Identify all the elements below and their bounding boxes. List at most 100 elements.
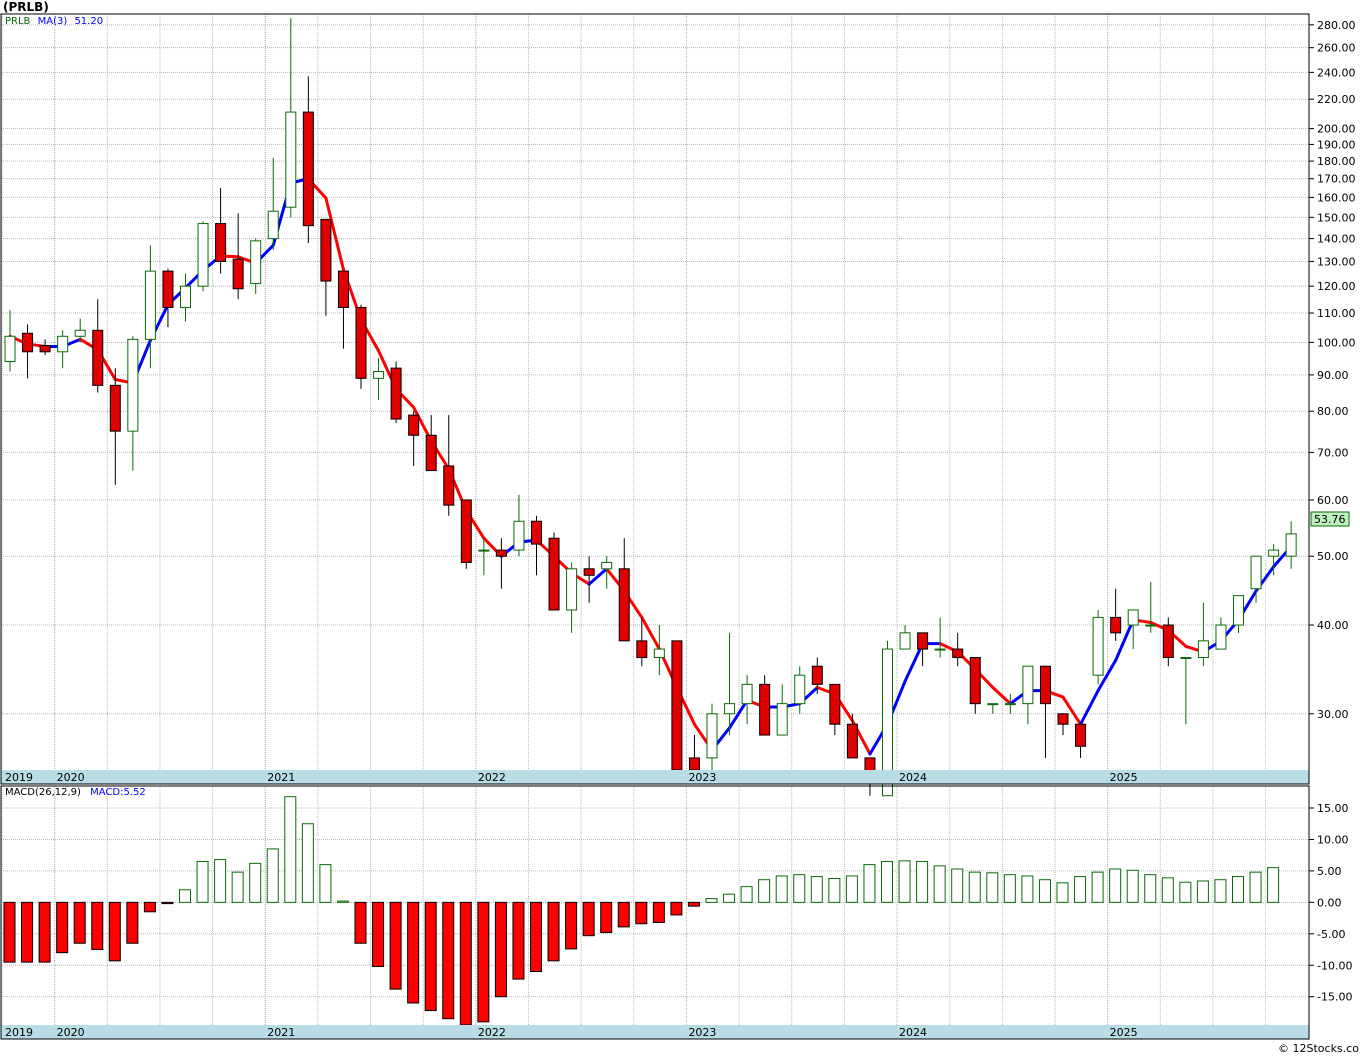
macd-bar	[1179, 881, 1192, 903]
candle	[232, 213, 244, 300]
macd-bar	[231, 871, 244, 903]
candle	[144, 245, 156, 369]
price-axis-ticks: 30.00 40.00 50.00 60.00 70.00 80.00 90.00 100.0…	[1309, 19, 1356, 721]
ma-segment	[1114, 618, 1135, 662]
price-x-label: 2025	[1110, 771, 1138, 784]
candle-body	[653, 648, 665, 659]
candle	[636, 617, 648, 667]
macd-bar	[38, 901, 51, 963]
ma-segment	[640, 615, 661, 651]
candle	[109, 368, 121, 485]
candle	[1057, 713, 1069, 736]
macd-histogram	[3, 796, 1280, 1026]
candle-body	[1215, 624, 1227, 650]
macd-bar	[1196, 880, 1209, 903]
candle-body	[636, 640, 648, 659]
price-tick-label: 30.00	[1317, 708, 1349, 721]
macd-legend-value: MACD:5.52	[90, 787, 146, 798]
price-tick-label: 200.00	[1317, 123, 1356, 136]
macd-bar	[1021, 875, 1034, 903]
candle-body	[1180, 657, 1192, 660]
price-tick-label: 110.00	[1317, 307, 1356, 320]
macd-bar	[319, 864, 332, 903]
macd-bar	[547, 901, 560, 962]
macd-bar	[494, 901, 507, 998]
candle-body	[1250, 555, 1262, 590]
candle	[952, 632, 964, 667]
macd-x-label: 2024	[899, 1026, 927, 1039]
macd-x-label: 2019	[5, 1026, 33, 1039]
candle	[408, 411, 420, 466]
candlesticks	[4, 18, 1297, 797]
candle-body	[215, 223, 227, 262]
candle-body	[232, 258, 244, 290]
candle	[811, 657, 823, 694]
candle-body	[671, 640, 683, 771]
price-tick-label: 260.00	[1317, 42, 1356, 55]
candle	[162, 268, 174, 328]
macd-bar	[793, 874, 806, 903]
candle-body	[952, 648, 964, 659]
macd-bar	[828, 877, 841, 903]
macd-x-axis-band	[1, 1025, 1309, 1039]
price-tick-label: 150.00	[1317, 211, 1356, 224]
candle-body	[390, 367, 402, 420]
candle-body	[1285, 533, 1297, 557]
last-price-badge	[1310, 511, 1350, 527]
macd-bar	[740, 886, 753, 903]
macd-panel-frame	[0, 785, 1310, 1040]
macd-bar	[266, 848, 279, 903]
candle-body	[759, 683, 771, 736]
candle-body	[1057, 713, 1069, 725]
candle-body	[688, 757, 700, 771]
macd-bar	[530, 901, 542, 973]
candle	[706, 703, 718, 770]
price-tick-label: 40.00	[1317, 619, 1349, 632]
macd-bar	[1249, 871, 1262, 903]
candle	[1285, 521, 1297, 569]
macd-bar	[459, 901, 472, 1026]
candle	[776, 684, 788, 736]
candle-body	[776, 703, 788, 736]
candle	[1233, 595, 1244, 633]
price-tick-label: 170.00	[1317, 173, 1356, 186]
legend-ma-value: 51.20	[74, 16, 103, 27]
macd-bar	[214, 859, 227, 903]
macd-bar	[336, 900, 349, 903]
macd-bar	[933, 865, 946, 903]
candle-body	[1145, 624, 1157, 627]
macd-bar	[284, 796, 297, 903]
legend-ma-label: MA(3)	[38, 16, 68, 27]
macd-bar	[1003, 874, 1016, 903]
price-x-axis-labels: 2019 2020 2021 2022 2023 2024 2025	[5, 771, 1138, 784]
candle	[934, 617, 946, 658]
candle-body	[285, 111, 297, 208]
candle	[1022, 665, 1034, 725]
candle-body	[197, 223, 209, 287]
macd-bar	[91, 901, 104, 951]
macd-bar	[21, 901, 34, 963]
candle-body	[443, 465, 455, 506]
price-tick-label: 90.00	[1317, 369, 1349, 382]
candle-body	[706, 713, 718, 759]
macd-bar	[635, 901, 648, 925]
candle-body	[899, 632, 911, 650]
candle-body	[22, 332, 34, 353]
macd-bar	[73, 901, 86, 944]
price-tick-label: 280.00	[1317, 19, 1356, 32]
candle-body	[987, 703, 999, 706]
candle-body	[741, 683, 753, 705]
candle	[267, 157, 279, 250]
candle	[548, 532, 560, 611]
candle	[250, 238, 262, 294]
candle	[1145, 581, 1157, 633]
price-tick-label: 130.00	[1317, 255, 1356, 268]
candle-body	[934, 648, 946, 651]
candle	[320, 218, 332, 316]
candle-body	[829, 683, 841, 725]
macd-x-label: 2023	[688, 1026, 716, 1039]
candle-body	[1039, 665, 1051, 705]
candle	[1127, 609, 1139, 650]
candle-body	[302, 111, 314, 227]
